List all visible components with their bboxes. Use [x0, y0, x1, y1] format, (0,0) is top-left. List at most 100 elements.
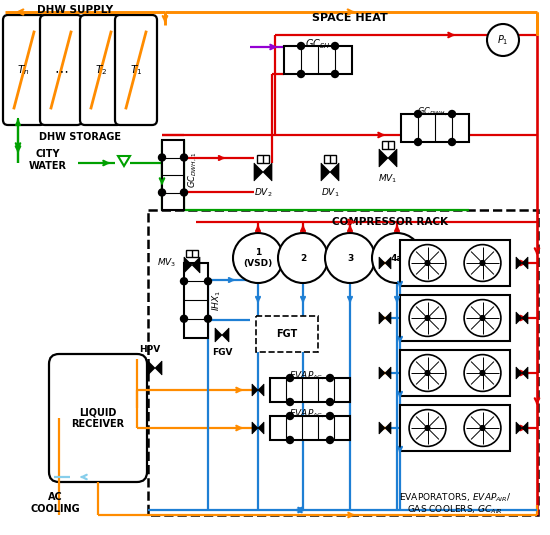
Polygon shape	[385, 257, 391, 269]
Polygon shape	[385, 422, 391, 434]
Polygon shape	[385, 367, 391, 379]
Bar	[184, 263, 208, 338]
Polygon shape	[118, 156, 130, 166]
Circle shape	[332, 42, 338, 50]
Polygon shape	[192, 257, 200, 273]
Circle shape	[298, 42, 305, 50]
Circle shape	[372, 233, 422, 283]
Polygon shape	[516, 312, 522, 324]
Circle shape	[448, 139, 455, 146]
Text: $T_n$: $T_n$	[17, 63, 29, 77]
Polygon shape	[379, 367, 385, 379]
Text: $EVAP_{AC,\,1}$: $EVAP_{AC,\,1}$	[289, 370, 331, 382]
Circle shape	[180, 189, 188, 196]
Polygon shape	[516, 367, 522, 379]
Circle shape	[409, 355, 446, 392]
Text: FGV: FGV	[212, 348, 232, 357]
FancyBboxPatch shape	[40, 15, 82, 125]
Polygon shape	[263, 163, 272, 181]
Circle shape	[205, 315, 212, 322]
Circle shape	[287, 412, 294, 419]
Text: DHW SUPPLY: DHW SUPPLY	[37, 5, 113, 15]
Bar	[186, 250, 197, 257]
Polygon shape	[379, 422, 385, 434]
Polygon shape	[516, 257, 522, 269]
Text: COMPRESSOR RACK: COMPRESSOR RACK	[332, 217, 448, 227]
Bar	[382, 141, 394, 149]
Polygon shape	[258, 422, 264, 434]
Circle shape	[448, 111, 455, 118]
Bar	[162, 140, 184, 210]
Bar	[400, 350, 510, 396]
Polygon shape	[254, 163, 263, 181]
Polygon shape	[215, 328, 222, 342]
Text: HPV: HPV	[139, 345, 161, 354]
Text: $GC_{SH}$: $GC_{SH}$	[305, 37, 331, 51]
Circle shape	[409, 300, 446, 337]
Bar	[270, 416, 350, 440]
Circle shape	[464, 244, 501, 281]
Polygon shape	[258, 384, 264, 396]
Polygon shape	[379, 149, 388, 167]
Text: 2: 2	[300, 254, 306, 263]
FancyBboxPatch shape	[115, 15, 157, 125]
Polygon shape	[388, 149, 397, 167]
Circle shape	[425, 316, 430, 320]
Text: $DV_2$: $DV_2$	[254, 186, 272, 198]
Circle shape	[464, 355, 501, 392]
Circle shape	[327, 374, 333, 381]
Polygon shape	[522, 257, 528, 269]
Circle shape	[180, 315, 188, 322]
Polygon shape	[222, 328, 229, 342]
Text: AC
COOLING: AC COOLING	[30, 492, 80, 514]
FancyBboxPatch shape	[80, 15, 122, 125]
Circle shape	[325, 233, 375, 283]
Circle shape	[425, 426, 430, 430]
Polygon shape	[155, 361, 162, 375]
Bar	[400, 240, 510, 286]
Text: $MV_1$: $MV_1$	[378, 172, 398, 185]
Text: EVAPORATORS, $EVAP_{AIR}/$: EVAPORATORS, $EVAP_{AIR}/$	[399, 492, 511, 505]
Polygon shape	[385, 312, 391, 324]
Text: 3: 3	[347, 254, 353, 263]
Circle shape	[464, 300, 501, 337]
Circle shape	[409, 410, 446, 446]
Text: $GC_{DWH,\,2}$: $GC_{DWH,\,2}$	[417, 106, 453, 118]
Bar	[270, 378, 350, 402]
Circle shape	[487, 24, 519, 56]
Circle shape	[287, 374, 294, 381]
Text: 4a: 4a	[390, 254, 403, 263]
Circle shape	[464, 410, 501, 446]
Circle shape	[480, 316, 485, 320]
Circle shape	[480, 371, 485, 376]
Polygon shape	[330, 163, 339, 181]
Polygon shape	[252, 422, 258, 434]
Text: $P_1$: $P_1$	[497, 33, 509, 47]
Bar	[400, 295, 510, 341]
Circle shape	[278, 233, 328, 283]
Circle shape	[415, 111, 421, 118]
Polygon shape	[522, 422, 528, 434]
Circle shape	[425, 261, 430, 265]
Text: $T_1$: $T_1$	[130, 63, 142, 77]
Text: FGT: FGT	[277, 329, 298, 339]
Text: $EVAP_{AC,\,2}$: $EVAP_{AC,\,2}$	[289, 408, 331, 420]
Bar	[401, 114, 469, 142]
Text: SPACE HEAT: SPACE HEAT	[312, 13, 388, 23]
Polygon shape	[522, 367, 528, 379]
FancyBboxPatch shape	[49, 354, 147, 482]
Circle shape	[332, 71, 338, 78]
FancyBboxPatch shape	[256, 316, 318, 352]
Text: DHW STORAGE: DHW STORAGE	[39, 132, 121, 142]
Text: $IHX_1$: $IHX_1$	[210, 289, 223, 310]
Bar	[257, 155, 270, 163]
Text: GAS COOLERS, $GC_{AIR}$: GAS COOLERS, $GC_{AIR}$	[407, 504, 503, 516]
Polygon shape	[379, 312, 385, 324]
Text: LIQUID
RECEIVER: LIQUID RECEIVER	[72, 407, 124, 429]
Circle shape	[327, 412, 333, 419]
Circle shape	[415, 139, 421, 146]
Circle shape	[425, 371, 430, 376]
Circle shape	[180, 154, 188, 161]
Bar	[400, 405, 510, 451]
Circle shape	[409, 244, 446, 281]
